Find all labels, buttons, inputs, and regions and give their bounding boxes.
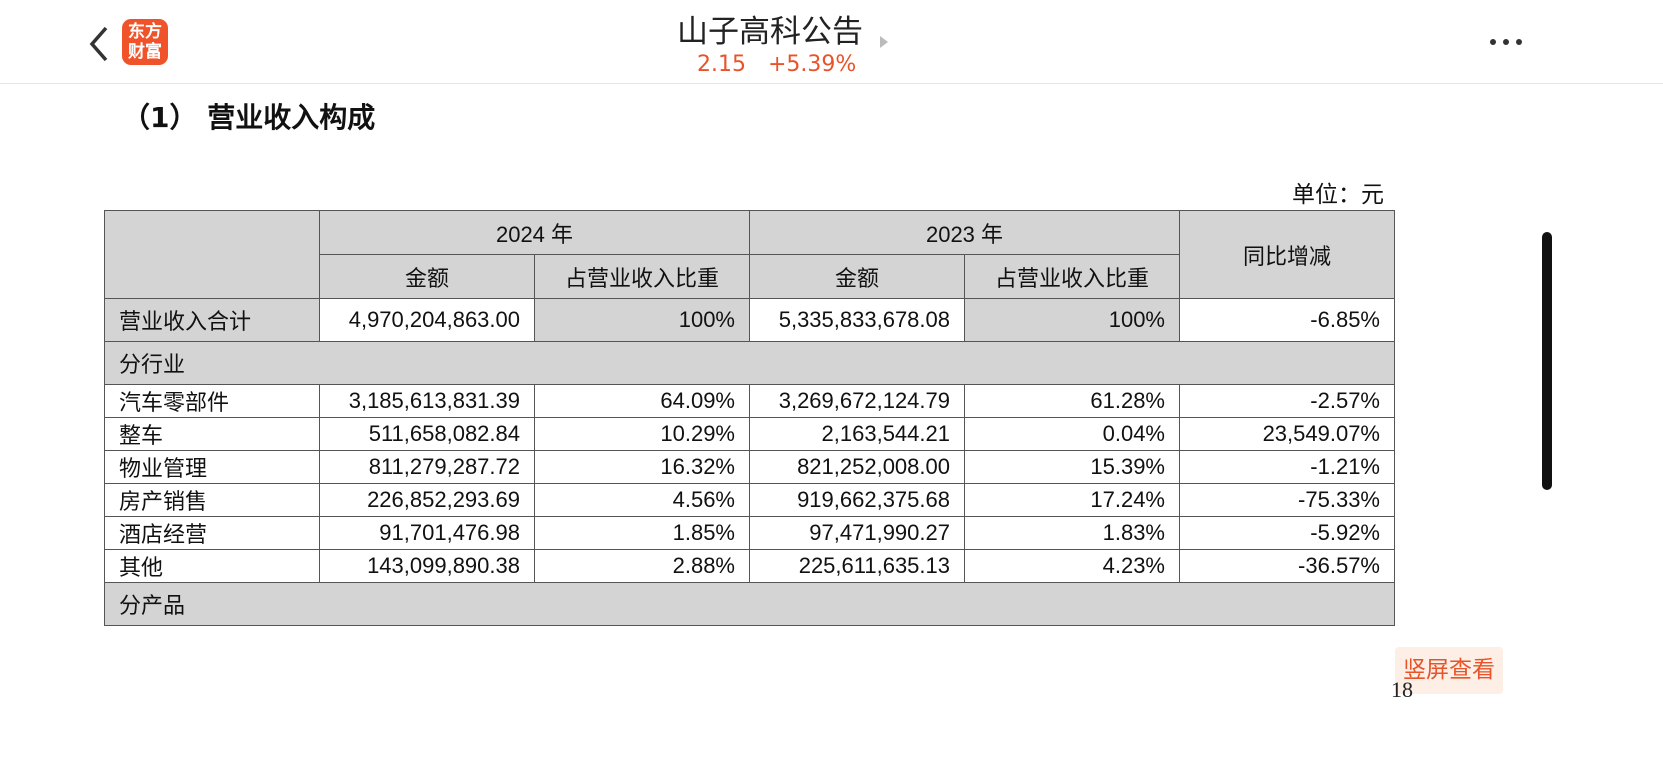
price: 2.15 <box>697 52 746 77</box>
table-cell: 2024 年 <box>319 210 750 255</box>
table-row: 分行业 <box>104 341 1395 385</box>
table-cell: 143,099,890.38 <box>319 549 535 583</box>
table-cell: 占营业收入比重 <box>964 254 1180 299</box>
table-cell: 17.24% <box>964 483 1180 517</box>
more-menu[interactable] <box>1488 36 1524 48</box>
table-cell: 整车 <box>104 417 320 451</box>
table-cell: 营业收入合计 <box>104 298 320 342</box>
revenue-table: 2024 年 2023 年同比增减 金额 占营业收入比重 金额 占营业收入比重 营业收入合计… <box>104 210 1395 626</box>
table-cell: 分产品 <box>104 582 1395 626</box>
table-row: 汽车零部件 3,185,613,831.39 64.09% 3,269,672,124… <box>104 384 1395 418</box>
table-cell: 91,701,476.98 <box>319 516 535 550</box>
app-logo: 东方 财富 <box>122 19 168 65</box>
quote: 2.15 +5.39% <box>697 52 856 77</box>
logo-text: 财富 <box>128 42 162 62</box>
table-row: 金额 占营业收入比重 金额 占营业收入比重 <box>105 254 1395 299</box>
table-cell: 物业管理 <box>104 450 320 484</box>
table-cell: 金额 <box>319 254 535 299</box>
table-cell: 4.56% <box>534 483 750 517</box>
table-cell: 其他 <box>104 549 320 583</box>
table-cell: 511,658,082.84 <box>319 417 535 451</box>
table-cell: 2.88% <box>534 549 750 583</box>
table-row: 酒店经营 91,701,476.98 1.85% 97,471,990.27 1.83%… <box>104 516 1395 550</box>
table-cell: 3,269,672,124.79 <box>749 384 965 418</box>
table-row: 房产销售 226,852,293.69 4.56% 919,662,375.68 17.… <box>104 483 1395 517</box>
table-row: 整车 511,658,082.84 10.29% 2,163,544.21 0.04% 2… <box>104 417 1395 451</box>
table-cell: 0.04% <box>964 417 1180 451</box>
table-cell: -2.57% <box>1179 384 1395 418</box>
logo-text: 东方 <box>128 22 162 42</box>
table-cell: -36.57% <box>1179 549 1395 583</box>
table-cell: 2023 年 <box>749 210 1180 255</box>
table-cell: 100% <box>534 298 750 342</box>
back-button[interactable] <box>84 24 114 64</box>
table-cell: 23,549.07% <box>1179 417 1395 451</box>
table-row: 分产品 <box>104 582 1395 626</box>
section-title: （1） 营业收入构成 <box>122 101 376 134</box>
table-cell: -1.21% <box>1179 450 1395 484</box>
page-number: 18 <box>1391 677 1413 702</box>
table-cell: 分行业 <box>104 341 1395 385</box>
table-row: 2024 年 2023 年同比增减 <box>104 210 1395 299</box>
table-cell: 919,662,375.68 <box>749 483 965 517</box>
table-cell: 4,970,204,863.00 <box>319 298 535 342</box>
table-cell <box>104 210 320 299</box>
table-cell: 房产销售 <box>104 483 320 517</box>
table-cell: 225,611,635.13 <box>749 549 965 583</box>
table-cell: 226,852,293.69 <box>319 483 535 517</box>
table-cell: 811,279,287.72 <box>319 450 535 484</box>
table-cell: 4.23% <box>964 549 1180 583</box>
app-header: 东方 财富 山子高科公告 2.15 +5.39% <box>0 0 1663 84</box>
table-cell: 同比增减 <box>1179 210 1395 299</box>
table-cell: 占营业收入比重 <box>534 254 750 299</box>
table-cell: 16.32% <box>534 450 750 484</box>
unit-label: 单位：元 <box>1292 182 1384 208</box>
table-cell: -75.33% <box>1179 483 1395 517</box>
table-cell: 3,185,613,831.39 <box>319 384 535 418</box>
table-cell: -5.92% <box>1179 516 1395 550</box>
table-cell: 1.85% <box>534 516 750 550</box>
table-cell: 15.39% <box>964 450 1180 484</box>
table-row: 营业收入合计 4,970,204,863.00 100% 5,335,833,678.… <box>104 298 1395 342</box>
table-cell: 64.09% <box>534 384 750 418</box>
rotate-button[interactable]: 竖屏查看 <box>1395 647 1503 694</box>
table-cell: 2,163,544.21 <box>749 417 965 451</box>
table-cell: 1.83% <box>964 516 1180 550</box>
page-title: 山子高科公告 <box>677 14 863 50</box>
table-cell: 10.29% <box>534 417 750 451</box>
table-cell: 汽车零部件 <box>104 384 320 418</box>
table-cell: 金额 <box>749 254 965 299</box>
table-cell: 酒店经营 <box>104 516 320 550</box>
table-cell: 821,252,008.00 <box>749 450 965 484</box>
table-row: 物业管理 811,279,287.72 16.32% 821,252,008.00 15… <box>104 450 1395 484</box>
table-row: 其他 143,099,890.38 2.88% 225,611,635.13 4.23%… <box>104 549 1395 583</box>
title-arrow[interactable] <box>878 34 890 50</box>
table-cell: 97,471,990.27 <box>749 516 965 550</box>
table-cell: 5,335,833,678.08 <box>749 298 965 342</box>
scrollbar <box>1542 232 1552 490</box>
table-cell: 61.28% <box>964 384 1180 418</box>
price-change: +5.39% <box>767 52 857 77</box>
table-cell: -6.85% <box>1179 298 1395 342</box>
table-cell: 100% <box>964 298 1180 342</box>
